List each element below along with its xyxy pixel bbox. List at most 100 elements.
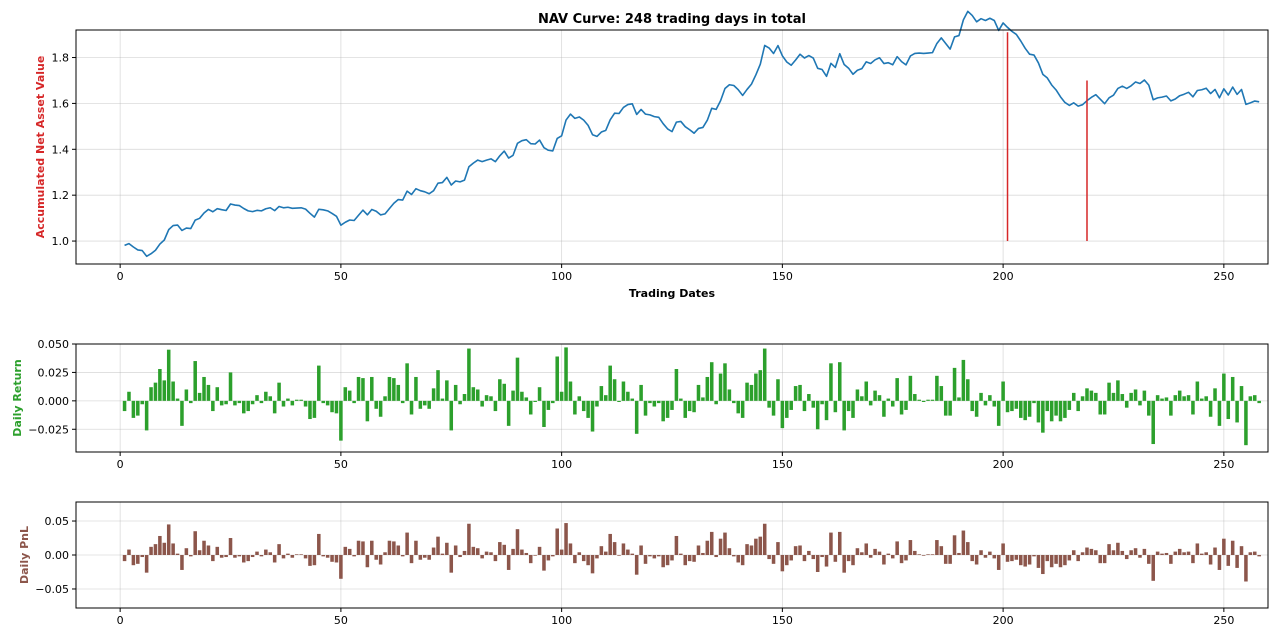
pnl-bar (533, 555, 537, 556)
pnl-bar (1235, 555, 1239, 568)
return-bar (1080, 396, 1085, 401)
return-bar (798, 384, 802, 401)
return-bar (811, 400, 816, 408)
pnl-bar (652, 555, 657, 559)
return-bar (882, 400, 886, 417)
return-bar (180, 400, 184, 426)
return-bar (1173, 395, 1178, 401)
return-bar (732, 400, 736, 404)
return-bar (970, 400, 974, 412)
return-bar (1027, 400, 1032, 417)
return-bar (427, 400, 431, 409)
pnl-bar (899, 555, 904, 564)
pnl-bar (480, 555, 484, 559)
return-bar (440, 398, 445, 401)
return-bar (780, 400, 785, 429)
pnl-bar (895, 541, 899, 555)
pnl-bar (1001, 543, 1005, 555)
return-bar (709, 362, 714, 401)
return-bar (1014, 400, 1019, 409)
return-bar (506, 400, 511, 426)
pnl-bar (714, 555, 718, 558)
return-bar (992, 400, 997, 407)
return-bar (705, 376, 710, 401)
return-bar (842, 400, 846, 431)
return-bar (608, 365, 612, 401)
return-bar (771, 400, 776, 416)
pnl-bar (1208, 555, 1213, 565)
return-bar (785, 400, 789, 418)
pnl-bar (665, 555, 670, 566)
pnl-bar (996, 555, 1001, 570)
pnl-bar (943, 555, 948, 564)
return-bar (370, 376, 374, 401)
pnl-bar (648, 555, 652, 557)
return-bar (127, 391, 131, 401)
pnl-bar (992, 555, 997, 559)
pnl-bar (1204, 552, 1208, 555)
return-bar (1001, 381, 1005, 401)
pnl-x-tick-label: 150 (772, 614, 793, 627)
return-bar (595, 400, 599, 407)
pnl-bar (436, 536, 440, 555)
nav-y-tick-label: 1.0 (52, 235, 70, 248)
return-bar (851, 400, 855, 418)
return-bar (701, 397, 705, 401)
pnl-y-tick-label: 0.05 (45, 515, 70, 528)
return-bar (665, 400, 670, 418)
pnl-bar (1248, 552, 1253, 555)
pnl-bar (780, 555, 785, 572)
return-bar (339, 400, 343, 441)
pnl-bar (661, 555, 665, 568)
pnl-bar (325, 555, 330, 558)
pnl-bar (842, 555, 846, 573)
pnl-bar (595, 555, 599, 559)
pnl-bar (365, 555, 370, 568)
return-bar (921, 400, 926, 402)
return-bar (1226, 400, 1231, 420)
pnl-bar (166, 524, 171, 555)
pnl-bar (193, 531, 197, 555)
pnl-bar (303, 555, 308, 559)
return-bar (1147, 400, 1151, 416)
return-bar (449, 400, 454, 431)
pnl-bar (361, 541, 365, 555)
return-bar (1182, 396, 1186, 401)
pnl-bar (206, 545, 211, 555)
pnl-bar (202, 540, 206, 555)
return-bar (515, 357, 520, 401)
pnl-bar (1230, 540, 1235, 555)
pnl-bar (727, 548, 732, 555)
pnl-bar (709, 531, 714, 555)
pnl-bar (630, 553, 635, 555)
pnl-bar (732, 555, 736, 557)
pnl-bar (1195, 543, 1200, 555)
return-bar (189, 400, 193, 404)
nav-plot-frame (75, 29, 1269, 265)
pnl-bar (793, 546, 798, 555)
pnl-plot-frame (75, 501, 1269, 609)
pnl-bar (383, 552, 387, 555)
return-bar (1164, 397, 1169, 401)
pnl-bar (493, 555, 498, 562)
return-bar (409, 400, 414, 415)
pnl-bar (604, 551, 608, 555)
return-bar (718, 373, 723, 401)
pnl-bar (1138, 555, 1142, 558)
return-bar (520, 391, 524, 401)
pnl-bar (1147, 555, 1151, 564)
return-bar (630, 398, 635, 401)
pnl-bar (988, 551, 992, 555)
pnl-bar (1058, 555, 1063, 568)
pnl-bar (952, 535, 957, 555)
return-bar (1169, 400, 1173, 416)
return-bar (754, 373, 758, 401)
return-bar (1094, 392, 1098, 401)
pnl-x-tick-label: 200 (993, 614, 1014, 627)
return-bar (868, 400, 873, 406)
return-bar (873, 390, 877, 401)
return-bar (1235, 400, 1239, 423)
pnl-bar (1098, 555, 1103, 564)
return-bar (776, 379, 780, 401)
return-bar (171, 381, 175, 401)
